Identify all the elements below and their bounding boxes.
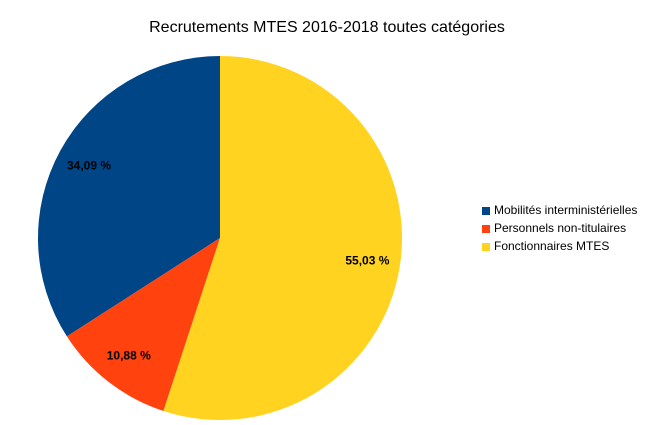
pie-slice: [163, 56, 403, 420]
legend-label: Personnels non-titulaires: [494, 221, 626, 235]
legend-swatch: [482, 225, 490, 233]
data-label: 55,03 %: [345, 254, 389, 268]
data-label: 34,09 %: [67, 159, 111, 173]
pie-slice: [37, 56, 220, 337]
legend-swatch: [482, 243, 490, 251]
chart-title: Recrutements MTES 2016-2018 toutes catég…: [149, 19, 505, 36]
data-label: 10,88 %: [107, 348, 151, 362]
pie-slice: [66, 238, 221, 411]
legend-label: Mobilités interministérielles: [494, 203, 637, 217]
legend-label: Fonctionnaires MTES: [494, 239, 609, 253]
legend-swatch: [482, 207, 490, 215]
